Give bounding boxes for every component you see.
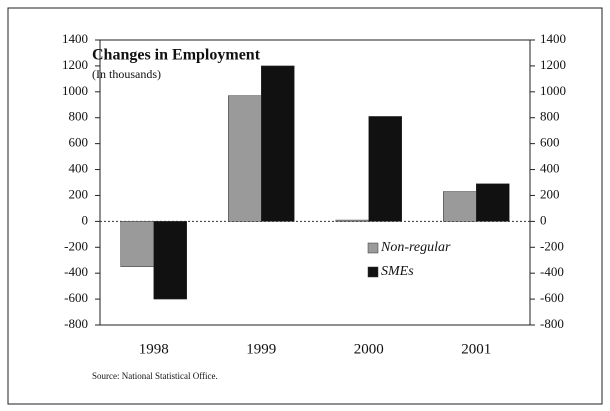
y-tick-label: -200: [64, 238, 88, 253]
frame: [7, 7, 603, 405]
bar: [228, 95, 262, 222]
y2-tick-label: -200: [540, 238, 564, 253]
y2-tick-label: 800: [540, 109, 560, 124]
bar: [443, 191, 477, 222]
legend-swatch: [367, 242, 379, 254]
y2-tick-label: 600: [540, 135, 560, 150]
x-tick-label: 1999: [246, 341, 276, 357]
y2-tick-label: -400: [540, 264, 564, 279]
y-tick-label: 600: [69, 135, 89, 150]
x-tick-label: 2001: [461, 341, 491, 357]
chart-subtitle: (In thousands): [92, 67, 161, 81]
legend-swatch: [367, 266, 379, 278]
y-tick-label: -600: [64, 290, 88, 305]
plot-area: [99, 39, 531, 326]
y2-tick-label: -600: [540, 290, 564, 305]
bar: [335, 219, 369, 222]
x-tick-label: 1998: [139, 341, 169, 357]
y-tick-label: 0: [82, 212, 89, 227]
y-tick-label: 400: [69, 161, 89, 176]
legend-label: Non-regular: [380, 240, 451, 255]
y-tick-label: 1400: [62, 31, 88, 46]
y2-tick-label: 1400: [540, 31, 566, 46]
y-tick-label: -800: [64, 316, 88, 331]
y-tick-label: 200: [69, 186, 89, 201]
y2-tick-label: 0: [540, 212, 547, 227]
y2-tick-label: 1000: [540, 83, 566, 98]
y2-tick-label: 1200: [540, 57, 566, 72]
chart-title: Changes in Employment: [92, 47, 261, 64]
bar: [120, 221, 154, 267]
bar: [261, 65, 295, 222]
bar: [476, 183, 510, 222]
y-tick-label: 1000: [62, 83, 88, 98]
y-tick-label: 800: [69, 109, 89, 124]
bar: [368, 116, 402, 222]
y2-tick-label: -800: [540, 316, 564, 331]
y-tick-label: -400: [64, 264, 88, 279]
y-tick-label: 1200: [62, 57, 88, 72]
legend-label: SMEs: [381, 264, 414, 279]
bar: [153, 221, 187, 300]
y2-tick-label: 200: [540, 186, 560, 201]
source-note: Source: National Statistical Office.: [92, 371, 218, 381]
x-tick-label: 2000: [354, 341, 384, 357]
y2-tick-label: 400: [540, 161, 560, 176]
